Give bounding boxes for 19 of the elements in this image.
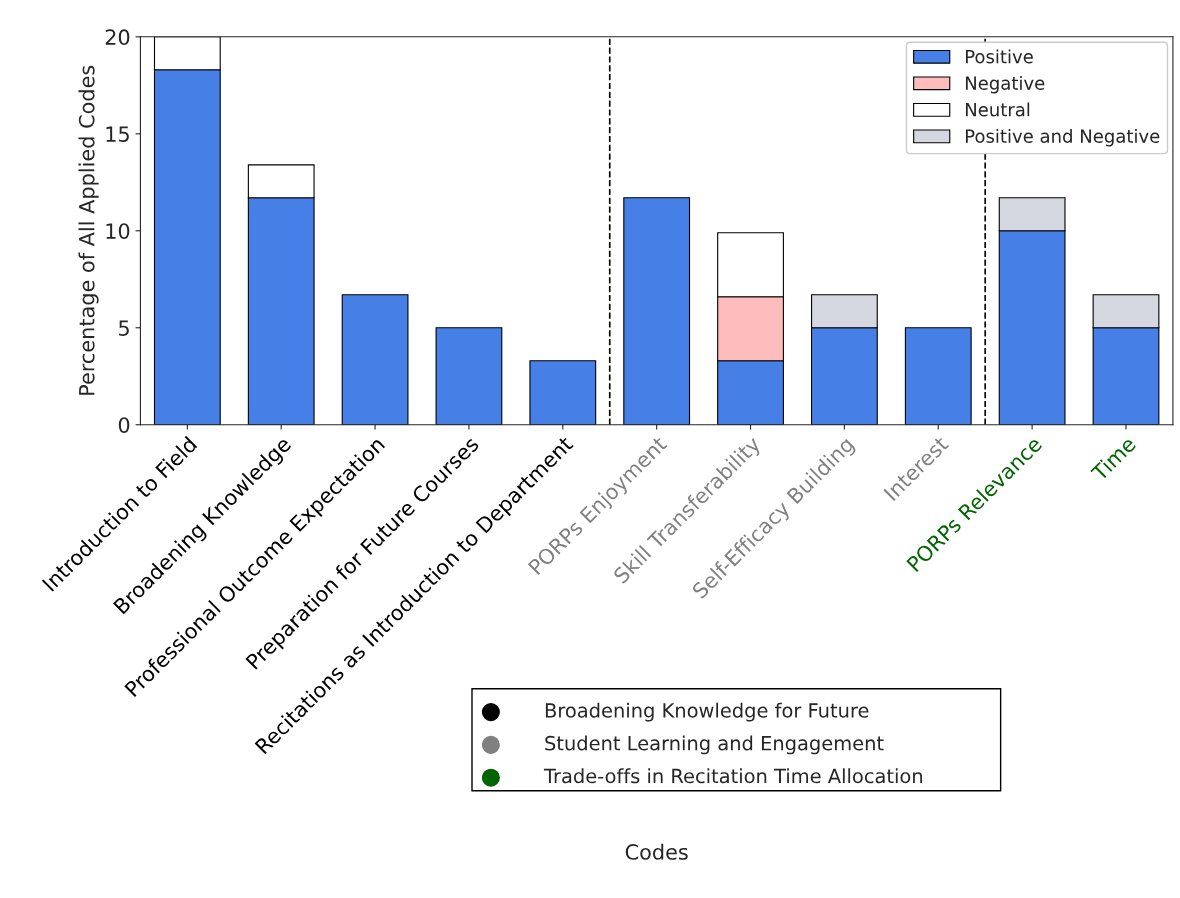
legend-label: Neutral (965, 102, 1030, 117)
y-tick-label: 15 (106, 126, 129, 143)
legend-label: Positive (965, 49, 1033, 64)
y-axis-title: Percentage of All Applied Codes (78, 65, 99, 395)
bar (623, 197, 691, 425)
legend-label: Negative (965, 75, 1045, 94)
bar (435, 327, 503, 425)
text: Trade-offs in Recitation Time Allocation (543, 768, 923, 784)
bar (529, 360, 597, 425)
x-axis-title: Codes (625, 843, 688, 860)
text: Broadening Knowledge for Future (545, 702, 869, 722)
text: Student Learning and Engagement (545, 735, 884, 755)
y-tick-label: 0 (118, 417, 130, 433)
bar (904, 327, 972, 425)
y-tick-label: 5 (119, 320, 129, 336)
legend-label: Positive and Negative (965, 128, 1160, 147)
bar (341, 294, 409, 425)
y-tick-label: 20 (105, 29, 130, 46)
y-tick-label: 10 (106, 223, 130, 239)
